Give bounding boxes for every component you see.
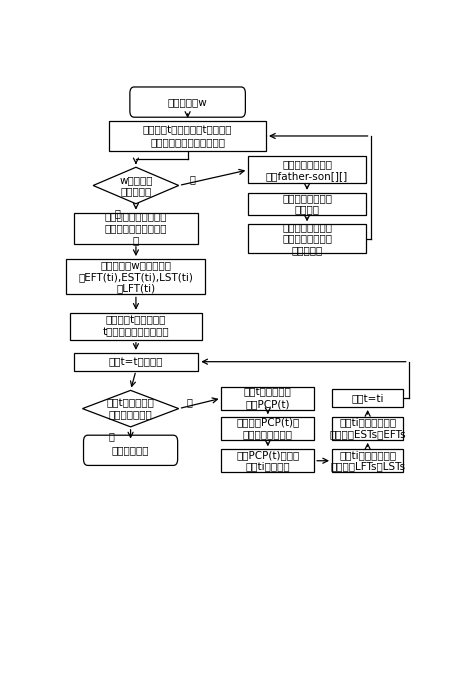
Text: 更新ti所有未调度前
驱任务的LFTs和LSTs: 更新ti所有未调度前 驱任务的LFTs和LSTs	[330, 450, 404, 472]
Bar	[221, 417, 313, 440]
Bar	[248, 224, 365, 253]
Text: 加入任务t伪入任务和t伪出任务
并添加相关的零数据依赖边: 加入任务t伪入任务和t伪出任务 并添加相关的零数据依赖边	[143, 125, 232, 147]
Text: 否: 否	[114, 208, 120, 218]
Text: 更新ti所有未调度后
继任务的ESTs和EFTs: 更新ti所有未调度后 继任务的ESTs和EFTs	[329, 418, 405, 439]
Bar	[221, 387, 313, 410]
Text: 整体调度PCP(t)到
其对应的最佳实例: 整体调度PCP(t)到 其对应的最佳实例	[236, 418, 299, 439]
Text: 任务t是否存在未
调度直接父任务: 任务t是否存在未 调度直接父任务	[106, 398, 154, 420]
Bar	[331, 389, 403, 407]
Text: 查找t的局部关键
路径PCP(t): 查找t的局部关键 路径PCP(t)	[243, 387, 291, 409]
FancyBboxPatch shape	[129, 87, 245, 117]
Bar	[221, 450, 313, 473]
Text: 是: 是	[189, 174, 195, 184]
Bar	[66, 259, 205, 294]
Text: 标记PCP(t)上每个
任务ti为已调度: 标记PCP(t)上每个 任务ti为已调度	[236, 450, 299, 472]
Bar	[73, 213, 198, 244]
Polygon shape	[82, 391, 178, 427]
Text: 更新合并产生的新
任务的数据量和执
行时间代价: 更新合并产生的新 任务的数据量和执 行时间代价	[281, 222, 331, 255]
Bar	[331, 450, 403, 473]
FancyBboxPatch shape	[84, 435, 177, 465]
Bar	[331, 417, 403, 440]
Bar	[248, 193, 365, 215]
Text: 构造父亲儿子节点
矩阵father-son[][]: 构造父亲儿子节点 矩阵father-son[][]	[265, 159, 347, 181]
Bar	[70, 313, 202, 340]
Text: w中是否存
在有向割边: w中是否存 在有向割边	[119, 175, 152, 196]
Text: 输出调度方案: 输出调度方案	[112, 445, 149, 456]
Text: 任务t=ti: 任务t=ti	[351, 393, 383, 403]
Text: 计算工作流w中所有任务
的EFT(ti),EST(ti),LST(ti)
和LFT(ti): 计算工作流w中所有任务 的EFT(ti),EST(ti),LST(ti) 和LF…	[78, 260, 193, 293]
Bar	[248, 156, 365, 183]
Text: 确认不同服务提供商所
提供的有效计算服务类
型: 确认不同服务提供商所 提供的有效计算服务类 型	[105, 212, 167, 245]
Bar	[109, 121, 265, 151]
Text: 任务t=t伪出任务: 任务t=t伪出任务	[108, 357, 163, 367]
Polygon shape	[93, 167, 178, 204]
Text: 否: 否	[108, 431, 114, 441]
Text: 是: 是	[186, 397, 192, 408]
Text: 输入工作流w: 输入工作流w	[168, 97, 207, 107]
Text: 标记任务t伪入任务和
t伪出任务为已调度任务: 标记任务t伪入任务和 t伪出任务为已调度任务	[102, 315, 169, 337]
Text: 查找并删除存在的
有向割边: 查找并删除存在的 有向割边	[281, 193, 331, 215]
Bar	[73, 353, 198, 370]
